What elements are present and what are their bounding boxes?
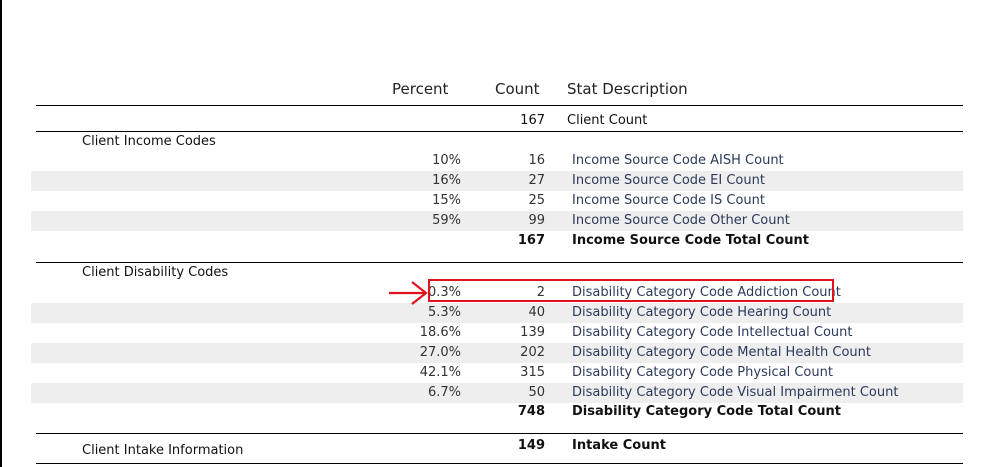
description-cell: Disability Category Code Physical Count (572, 365, 833, 380)
count-cell: 2 (536, 285, 545, 300)
section-label-intake: Client Intake Information (82, 443, 244, 458)
count-cell: 99 (528, 213, 545, 228)
total-description-cell: Disability Category Code Total Count (572, 404, 841, 419)
percent-cell: 59% (432, 213, 461, 228)
description-cell: Income Source Code Other Count (572, 213, 790, 228)
total-count-cell: 748 (517, 404, 545, 419)
section-divider (36, 433, 963, 434)
column-header-count: Count (495, 80, 540, 98)
description-cell: Disability Category Code Addiction Count (572, 285, 841, 300)
client-count-value: 167 (520, 113, 545, 128)
row-band (31, 383, 963, 403)
count-cell: 25 (528, 193, 545, 208)
annotation-arrow-icon (389, 281, 428, 305)
intake-count-label: Intake Count (572, 438, 666, 453)
client-count-label: Client Count (567, 113, 648, 128)
description-cell: Disability Category Code Intellectual Co… (572, 325, 853, 340)
highlight-box (428, 279, 834, 302)
description-cell: Income Source Code IS Count (572, 193, 765, 208)
section-label-income: Client Income Codes (82, 134, 216, 149)
percent-cell: 15% (432, 193, 461, 208)
row-band (31, 343, 963, 363)
description-cell: Income Source Code AISH Count (572, 153, 784, 168)
total-description-cell: Income Source Code Total Count (572, 233, 809, 248)
row-band (31, 211, 963, 231)
section-divider (36, 262, 963, 263)
percent-cell: 42.1% (419, 365, 461, 380)
section-divider (36, 463, 963, 464)
percent-cell: 5.3% (427, 305, 461, 320)
description-cell: Income Source Code EI Count (572, 173, 765, 188)
row-band (31, 303, 963, 323)
count-cell: 50 (528, 385, 545, 400)
percent-cell: 6.7% (427, 385, 461, 400)
intake-count-value: 149 (517, 438, 545, 453)
header-divider (36, 105, 963, 106)
description-cell: Disability Category Code Mental Health C… (572, 345, 871, 360)
count-cell: 16 (528, 153, 545, 168)
page-left-border (0, 0, 2, 467)
count-cell: 315 (520, 365, 545, 380)
percent-cell: 0.3% (427, 285, 461, 300)
row-band (31, 171, 963, 191)
section-label-disability: Client Disability Codes (82, 265, 229, 280)
total-count-cell: 167 (517, 233, 545, 248)
percent-cell: 18.6% (419, 325, 461, 340)
count-cell: 202 (520, 345, 545, 360)
count-cell: 40 (528, 305, 545, 320)
description-cell: Disability Category Code Hearing Count (572, 305, 832, 320)
percent-cell: 27.0% (419, 345, 461, 360)
column-header-percent: Percent (392, 80, 449, 98)
percent-cell: 10% (432, 153, 461, 168)
column-header-description: Stat Description (567, 80, 688, 98)
count-cell: 139 (520, 325, 545, 340)
percent-cell: 16% (432, 173, 461, 188)
section-divider (36, 131, 963, 132)
description-cell: Disability Category Code Visual Impairme… (572, 385, 899, 400)
count-cell: 27 (528, 173, 545, 188)
